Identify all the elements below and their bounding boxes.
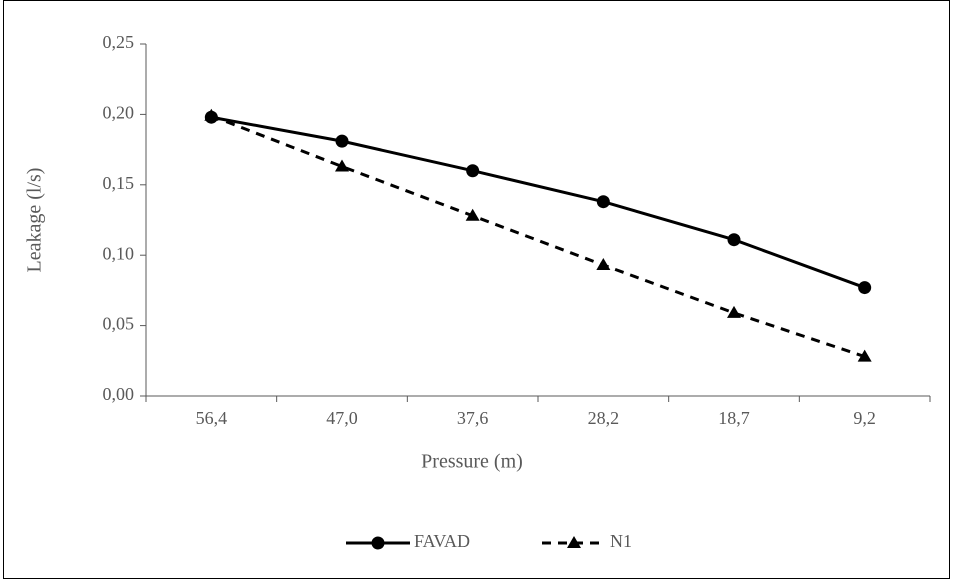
- legend-marker: [371, 536, 385, 550]
- x-tick-label: 47,0: [326, 408, 358, 428]
- x-tick-label: 56,4: [196, 408, 228, 428]
- x-tick-label: 28,2: [588, 408, 620, 428]
- point: [857, 349, 872, 362]
- series-line: [211, 115, 866, 289]
- x-tick-label: 18,7: [718, 408, 750, 428]
- y-tick-label: 0,20: [103, 103, 135, 123]
- point: [204, 108, 219, 121]
- legend-label: N1: [610, 531, 632, 551]
- legend-marker: [567, 536, 581, 548]
- y-axis-title: Leakage (l/s): [24, 168, 46, 273]
- point: [727, 233, 741, 247]
- series-line: [210, 114, 866, 358]
- x-tick-label: 9,2: [853, 408, 876, 428]
- point: [335, 134, 349, 148]
- y-tick-label: 0,10: [103, 243, 135, 263]
- point: [596, 195, 610, 209]
- y-tick-label: 0,15: [103, 173, 135, 193]
- legend-label: FAVAD: [414, 531, 470, 551]
- x-tick-label: 37,6: [457, 408, 489, 428]
- x-axis-title: Pressure (m): [421, 451, 523, 473]
- point: [596, 258, 611, 271]
- chart-frame: [3, 0, 950, 579]
- y-tick-label: 0,25: [103, 32, 135, 52]
- y-tick-label: 0,05: [103, 314, 135, 334]
- point: [335, 159, 349, 172]
- point: [466, 164, 480, 178]
- point: [858, 281, 872, 295]
- y-tick-label: 0,00: [103, 384, 135, 404]
- point: [465, 208, 480, 221]
- point: [727, 305, 741, 318]
